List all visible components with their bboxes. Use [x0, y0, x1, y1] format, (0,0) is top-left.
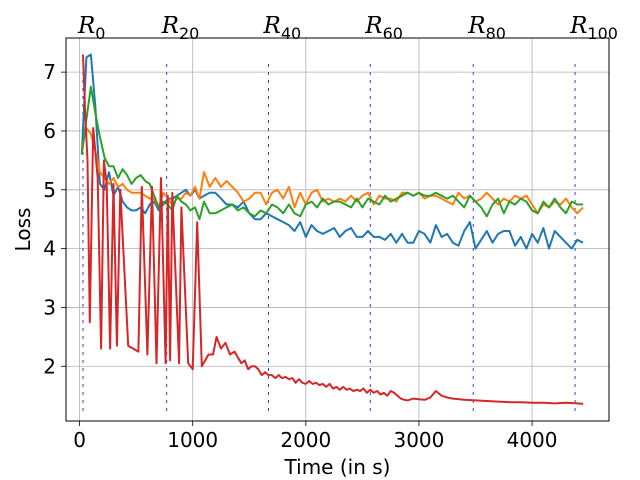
round-label: R40 [262, 13, 301, 43]
x-axis-title: Time (in s) [284, 455, 391, 479]
x-tick-label: 3000 [393, 428, 444, 452]
y-tick-label: 7 [43, 60, 56, 84]
x-tick-label: 1000 [167, 428, 218, 452]
round-label: R0 [77, 13, 106, 43]
round-labels: R0 R20 R40 R60 R80 R100 [77, 13, 618, 43]
y-tick-label: 3 [43, 295, 56, 319]
round-label: R100 [569, 13, 618, 43]
series-lines [80, 53, 584, 405]
x-tick-label: 0 [73, 428, 86, 452]
series-line-1 [80, 53, 584, 250]
plot-frame [65, 37, 610, 422]
x-tick-label: 4000 [507, 428, 558, 452]
y-axis-title: Loss [11, 208, 35, 252]
round-label: R80 [467, 13, 506, 43]
y-tick-label: 2 [43, 354, 56, 378]
y-tick-label: 4 [43, 237, 56, 261]
series-line-4 [82, 54, 584, 405]
y-tick-label: 5 [43, 178, 56, 202]
grid-lines [66, 38, 609, 421]
y-tick-label: 6 [43, 119, 56, 143]
series-line-3 [80, 85, 583, 221]
round-label: R20 [161, 13, 200, 43]
axis-ticks: 0 1000 2000 3000 4000 2 3 4 5 6 7 [43, 60, 557, 452]
x-tick-label: 2000 [280, 428, 331, 452]
round-label: R60 [364, 13, 403, 43]
